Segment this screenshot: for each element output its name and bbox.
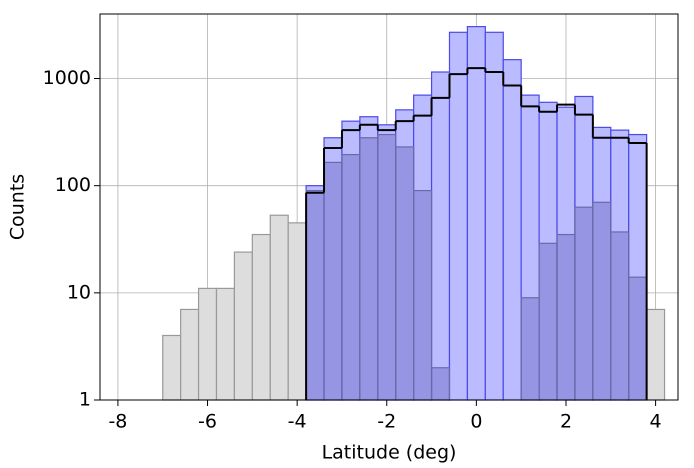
histogram-bar	[448, 31, 469, 401]
histogram-bar	[162, 334, 182, 401]
histogram-bar	[430, 367, 451, 401]
x-tick-label: 2	[560, 411, 572, 433]
histogram-bar	[538, 242, 558, 401]
histogram-bar	[610, 231, 630, 401]
y-tick-label: 100	[55, 174, 91, 196]
x-tick-label: 0	[470, 411, 482, 433]
histogram-bar	[520, 297, 540, 401]
histogram-bar	[215, 287, 236, 401]
histogram-bar	[323, 161, 343, 401]
y-tick-label: 1000	[43, 67, 91, 89]
histogram-bar	[197, 287, 218, 401]
x-tick-label: 4	[650, 411, 662, 433]
y-axis-label: Counts	[7, 174, 29, 240]
histogram-bar	[287, 222, 307, 401]
histogram-bar	[574, 206, 594, 401]
plot-frame	[99, 13, 679, 401]
histogram-bar	[430, 71, 451, 401]
histogram-bar	[484, 31, 504, 401]
histogram-bar	[269, 214, 289, 401]
x-tick-label: -4	[288, 411, 307, 433]
histogram-bar	[180, 308, 200, 401]
histogram-bar	[341, 153, 361, 401]
x-tick-label: -8	[108, 411, 127, 433]
histogram-bar	[377, 133, 397, 401]
y-tick-label: 1	[79, 389, 91, 411]
histogram-bar	[251, 233, 271, 401]
histogram-bar	[395, 146, 415, 401]
histogram-bar	[646, 308, 666, 401]
histogram-bar	[305, 189, 325, 401]
histogram-bar	[359, 137, 379, 401]
x-tick-label: -6	[198, 411, 217, 433]
y-tick-label: 10	[67, 281, 91, 303]
histogram-bar	[592, 201, 612, 401]
histogram-bar	[556, 233, 576, 401]
x-tick-label: -2	[377, 411, 396, 433]
histogram-bar	[233, 251, 253, 401]
histogram-bar	[628, 276, 648, 401]
histogram-bar	[466, 26, 486, 401]
x-axis-label: Latitude (deg)	[322, 442, 457, 464]
histogram-bar	[502, 59, 522, 401]
histogram-bar	[413, 189, 433, 401]
